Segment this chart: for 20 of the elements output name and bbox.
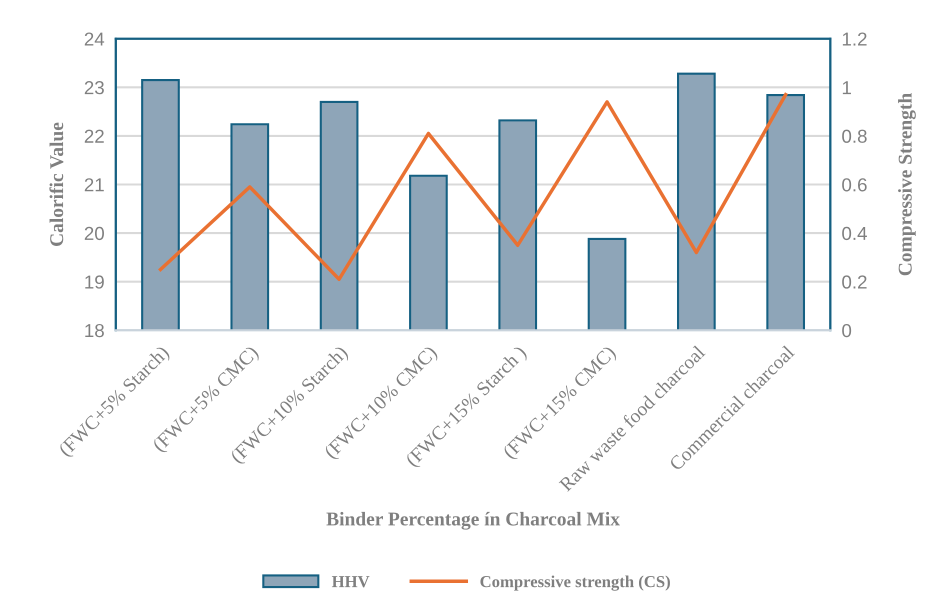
y-tick-label: 19 — [85, 275, 104, 289]
y2-tick-label: 1.2 — [842, 32, 867, 46]
y2-axis-title: Compressive Strength — [898, 93, 916, 276]
y-tick-label: 21 — [84, 178, 104, 192]
legend-label: HHV — [332, 576, 370, 588]
line-series — [158, 92, 788, 281]
x-axis-title: Binder Percentage ín Charcoal Mix — [326, 512, 620, 530]
y-tick-label: 20 — [84, 226, 104, 240]
legend-label: Compressive strength (CS) — [480, 576, 670, 591]
y2-tick-label: 0.6 — [842, 178, 867, 192]
y-tick-label: 23 — [84, 81, 104, 94]
y-tick-label: 24 — [84, 32, 104, 46]
y2-tick-label: 0 — [842, 324, 852, 338]
y-tick-label: 18 — [85, 324, 104, 338]
y-tick-label: 22 — [84, 130, 104, 143]
y2-tick-label: 0.8 — [842, 130, 867, 143]
y2-tick-label: 1 — [842, 81, 851, 94]
y2-tick-label: 0.4 — [842, 226, 867, 240]
y2-tick-label: 0.2 — [842, 275, 867, 289]
y-axis-title: Calorific Value — [49, 122, 64, 246]
